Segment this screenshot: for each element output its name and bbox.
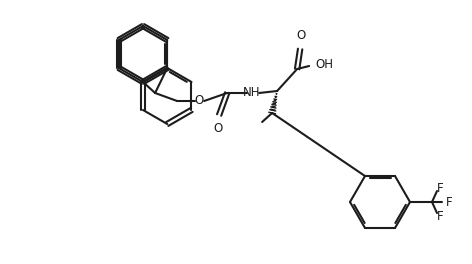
Text: O: O bbox=[296, 29, 306, 42]
Text: F: F bbox=[446, 196, 453, 209]
Text: NH: NH bbox=[244, 87, 261, 100]
Text: O: O bbox=[213, 122, 223, 135]
Text: F: F bbox=[437, 210, 443, 223]
Text: O: O bbox=[194, 95, 204, 107]
Text: OH: OH bbox=[315, 58, 333, 70]
Text: F: F bbox=[437, 182, 443, 195]
